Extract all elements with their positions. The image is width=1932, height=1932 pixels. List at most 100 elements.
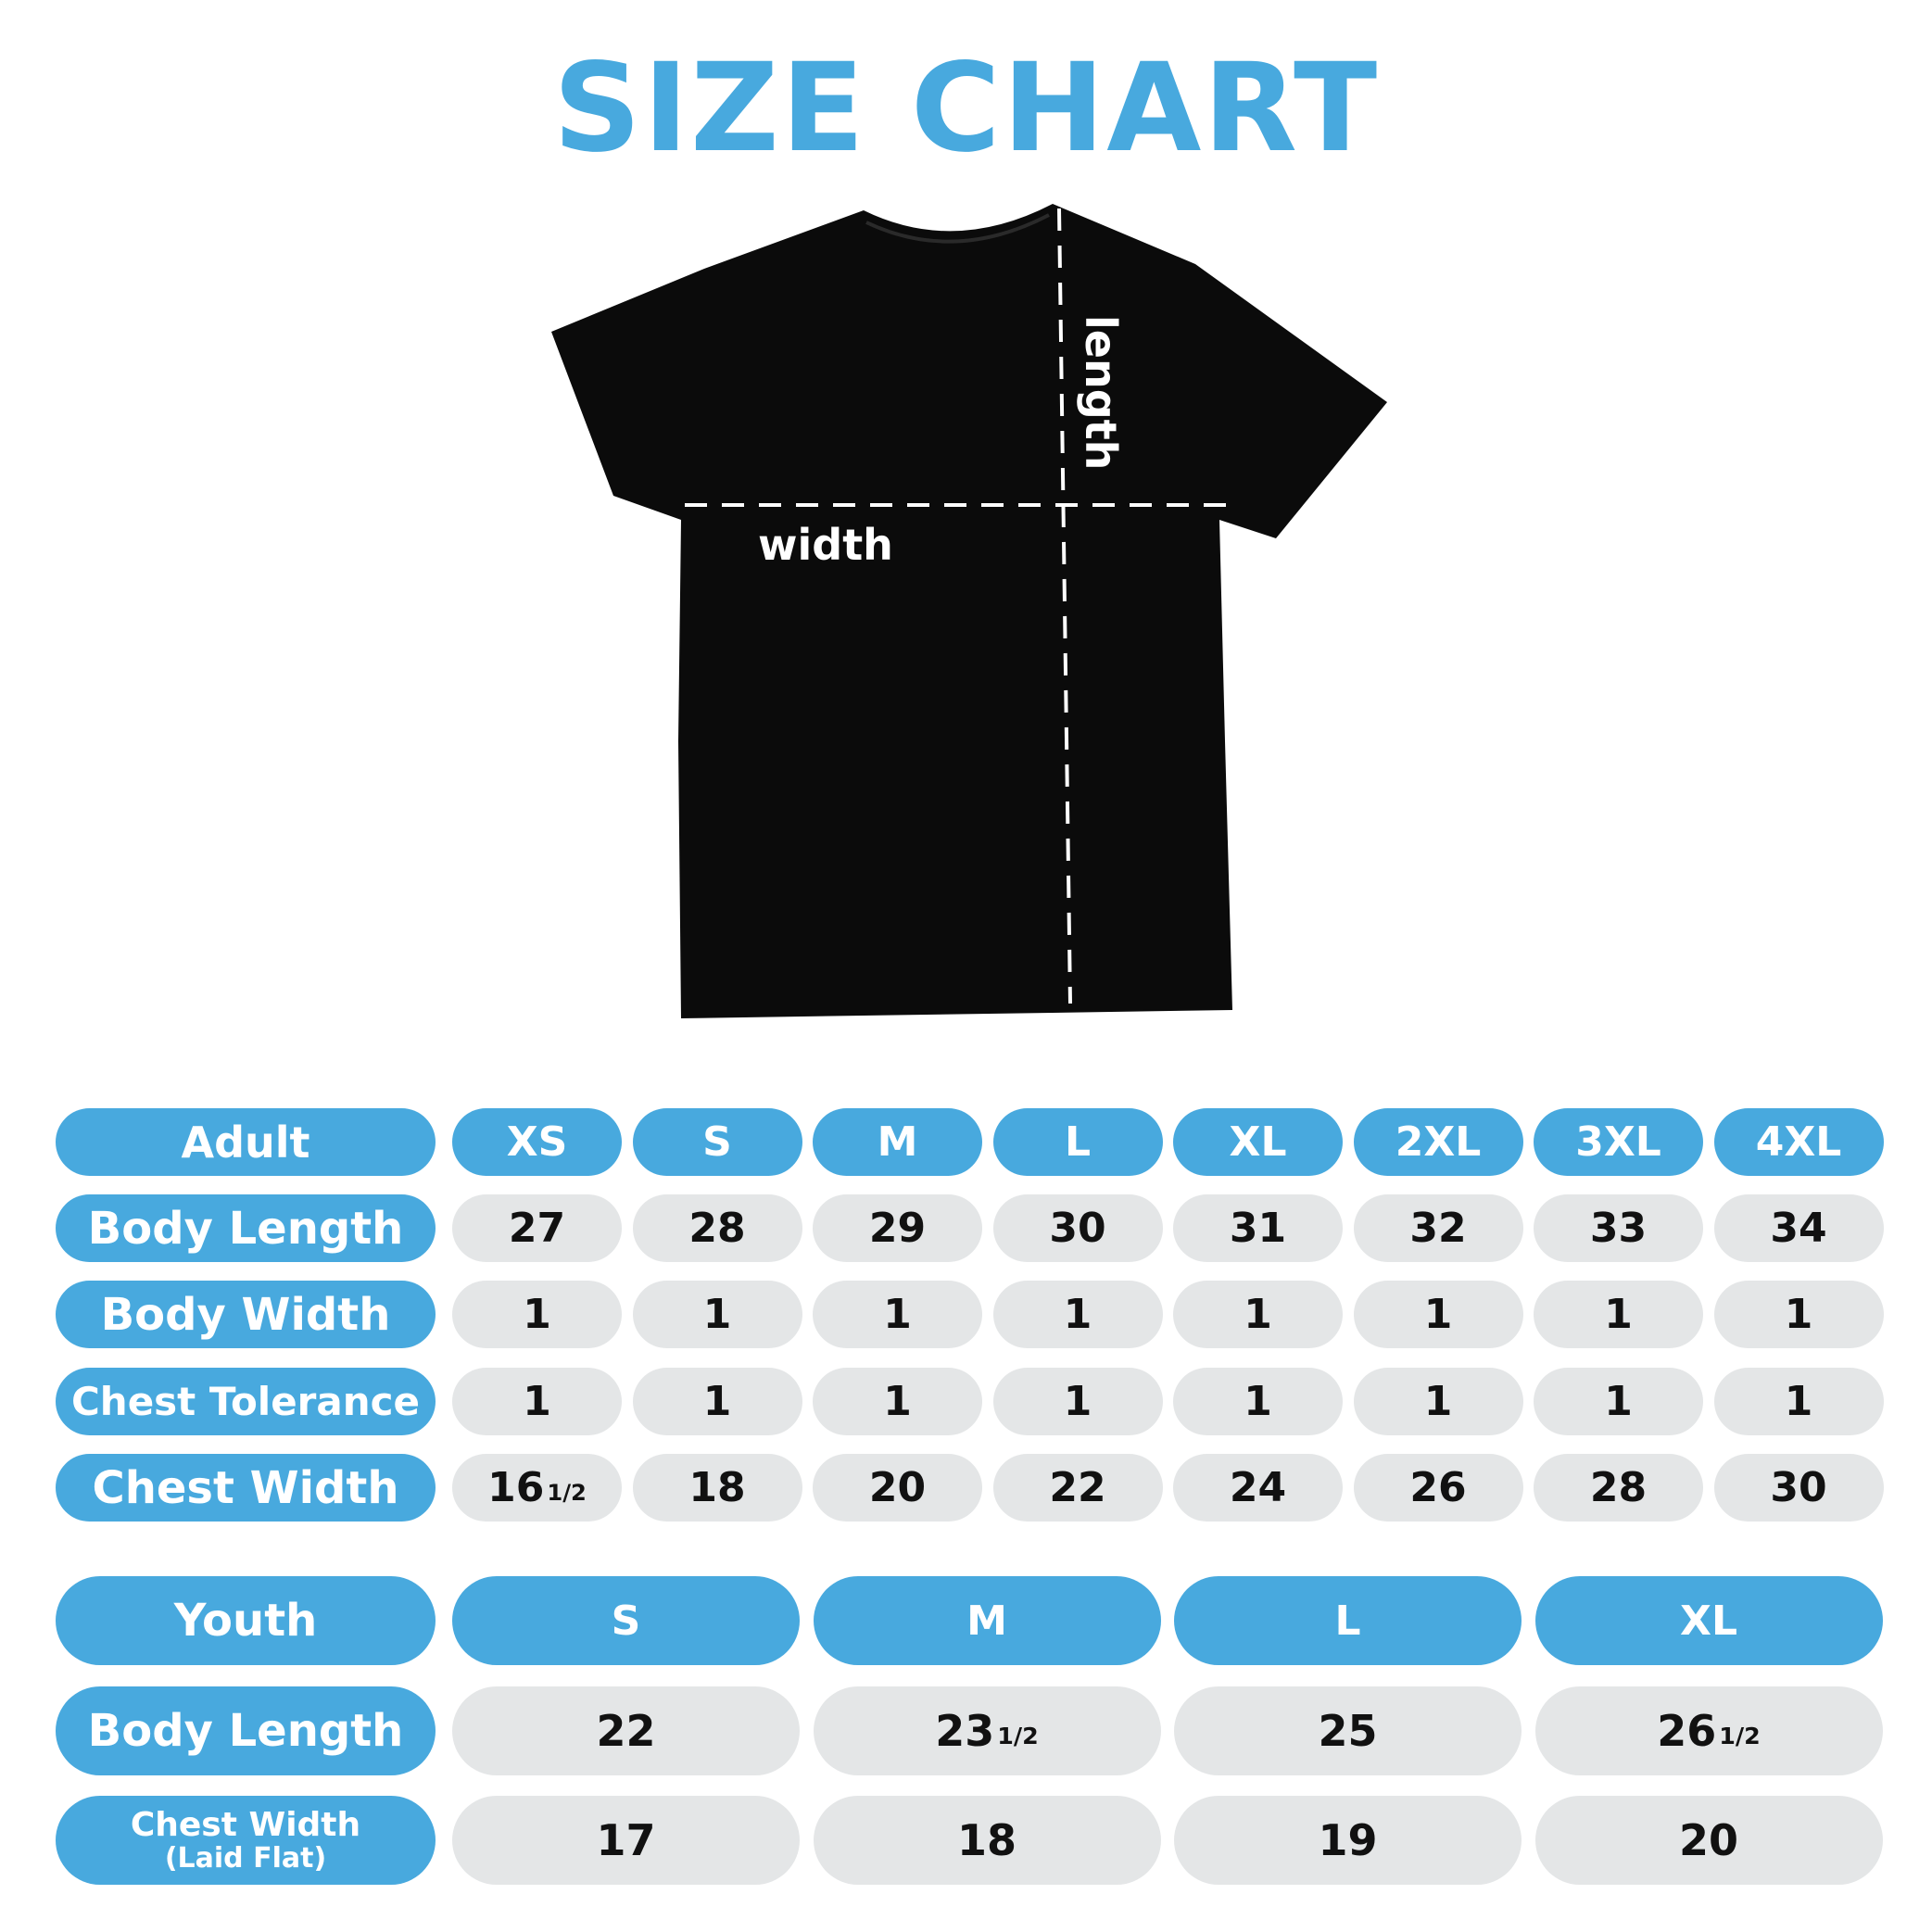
size-header: 3XL <box>1534 1108 1703 1176</box>
cell-value: 1 <box>1784 1378 1813 1425</box>
table-cell: 33 <box>1534 1194 1703 1262</box>
cell-value: 1 <box>1063 1378 1092 1425</box>
cell-value: 17 <box>596 1815 656 1865</box>
tshirt-image <box>551 204 1387 1018</box>
cell-value: 1 <box>702 1291 732 1338</box>
table-cell: 22 <box>992 1454 1163 1522</box>
table-cell: 1 <box>813 1368 982 1435</box>
row-label: Body Width <box>56 1281 436 1348</box>
cell-value: 1 <box>1604 1291 1633 1338</box>
cell-value: 26 <box>1657 1706 1717 1756</box>
row-label-text: Body Length <box>87 1202 404 1255</box>
table-cell: 24 <box>1173 1454 1343 1522</box>
row-label-text: Chest Width <box>130 1805 361 1844</box>
cell-value: 22 <box>596 1706 656 1756</box>
table-cell: 30 <box>1713 1454 1884 1522</box>
cell-value: 30 <box>1049 1205 1106 1252</box>
youth-header: Youth <box>56 1576 436 1665</box>
table-cell: 26 <box>1353 1454 1523 1522</box>
size-label: 4XL <box>1755 1118 1842 1166</box>
cell-value: 18 <box>956 1815 1017 1865</box>
cell-value: 1 <box>1244 1378 1272 1425</box>
table-cell: 28 <box>1534 1454 1703 1522</box>
table-cell: 1 <box>1353 1368 1523 1435</box>
table-cell: 1 <box>1534 1368 1703 1435</box>
table-cell: 1 <box>1713 1281 1884 1348</box>
size-header: M <box>813 1108 982 1176</box>
row-label-text: Body Length <box>87 1705 404 1757</box>
cell-value: 27 <box>508 1205 566 1252</box>
row-label: Body Length <box>56 1686 436 1775</box>
table-cell: 1 <box>813 1281 982 1348</box>
cell-value: 1 <box>1063 1291 1092 1338</box>
size-header: XL <box>1173 1108 1343 1176</box>
cell-value: 34 <box>1770 1205 1827 1252</box>
collar <box>865 213 1050 244</box>
page-title: SIZE CHART <box>552 37 1380 180</box>
size-header: S <box>452 1576 800 1665</box>
cell-value: 20 <box>868 1464 927 1511</box>
table-cell: 25 <box>1174 1686 1522 1775</box>
width-label: width <box>758 520 893 570</box>
size-label: M <box>877 1118 918 1166</box>
table-cell: 1 <box>1173 1368 1343 1435</box>
size-label: S <box>702 1118 732 1166</box>
adult-header-label: Adult <box>181 1117 310 1168</box>
length-dashed-line <box>1057 208 1072 1004</box>
table-cell: 1 <box>1353 1281 1523 1348</box>
cell-value: 31 <box>1229 1205 1287 1252</box>
cell-value: 28 <box>1589 1464 1648 1511</box>
tshirt-diagram: width length <box>551 204 1387 1018</box>
size-header: 2XL <box>1353 1108 1523 1176</box>
table-cell: 1 <box>632 1368 802 1435</box>
cell-value: 1 <box>883 1291 912 1338</box>
cell-value: 1 <box>702 1378 732 1425</box>
table-cell: 22 <box>452 1686 800 1775</box>
size-label: 3XL <box>1575 1118 1661 1166</box>
cell-value: 1 <box>1423 1378 1453 1425</box>
cell-value: 1 <box>883 1378 912 1425</box>
size-header: XL <box>1534 1576 1883 1665</box>
size-label: M <box>966 1597 1007 1645</box>
size-label: L <box>1334 1597 1361 1645</box>
size-header: L <box>1174 1576 1522 1665</box>
cell-value: 1 <box>1604 1378 1633 1425</box>
cell-value: 24 <box>1229 1464 1287 1511</box>
table-cell: 32 <box>1353 1194 1523 1262</box>
length-label: length <box>1076 315 1126 470</box>
cell-fraction: 1/2 <box>1719 1722 1761 1749</box>
adult-header: Adult <box>56 1108 436 1176</box>
cell-value: 20 <box>1678 1815 1738 1865</box>
table-cell: 16 1/2 <box>452 1454 622 1522</box>
table-cell: 27 <box>452 1194 622 1262</box>
size-header: S <box>632 1108 802 1176</box>
table-cell: 26 1/2 <box>1534 1686 1883 1775</box>
table-cell: 1 <box>992 1281 1163 1348</box>
row-label-text: Body Width <box>100 1288 391 1341</box>
table-cell: 1 <box>1534 1281 1703 1348</box>
table-cell: 30 <box>992 1194 1163 1262</box>
cell-value: 28 <box>688 1205 746 1252</box>
size-header: M <box>813 1576 1161 1665</box>
cell-value: 26 <box>1409 1464 1467 1511</box>
table-cell: 18 <box>632 1454 802 1522</box>
table-cell: 19 <box>1174 1796 1522 1885</box>
table-cell: 1 <box>632 1281 802 1348</box>
cell-value: 29 <box>868 1205 927 1252</box>
cell-value: 1 <box>1784 1291 1813 1338</box>
table-cell: 34 <box>1713 1194 1884 1262</box>
size-label: XS <box>506 1118 568 1166</box>
cell-value: 23 <box>935 1706 995 1756</box>
row-label: Body Length <box>56 1194 436 1262</box>
size-label: L <box>1064 1118 1092 1166</box>
cell-value: 25 <box>1318 1706 1378 1756</box>
size-label: S <box>611 1597 641 1645</box>
table-cell: 1 <box>452 1368 622 1435</box>
table-cell: 1 <box>992 1368 1163 1435</box>
row-label: Chest Width <box>56 1454 436 1522</box>
size-header: XS <box>452 1108 622 1176</box>
table-cell: 1 <box>1173 1281 1343 1348</box>
cell-value: 30 <box>1770 1464 1827 1511</box>
table-cell: 18 <box>813 1796 1161 1885</box>
row-label: Chest Tolerance <box>56 1368 436 1435</box>
